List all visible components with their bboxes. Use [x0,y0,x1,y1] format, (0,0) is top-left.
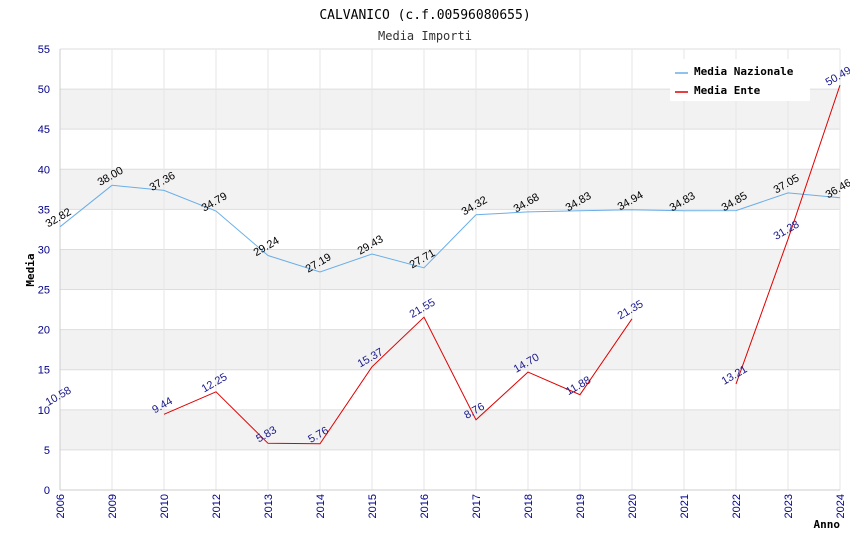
y-tick-label: 50 [38,84,50,96]
x-tick-label: 2015 [367,494,379,518]
x-tick-label: 2018 [523,494,535,518]
y-tick-label: 35 [38,204,50,216]
y-tick-label: 10 [38,405,50,417]
y-tick-label: 30 [38,244,50,256]
x-axis-label: Anno [814,518,841,531]
series-lines [59,85,841,445]
x-tick-label: 2021 [679,494,691,518]
x-tick-label: 2023 [783,494,795,518]
series-line-media-nazionale [59,184,841,273]
legend: Media Nazionale Media Ente [670,59,810,101]
chart-subtitle: Media Importi [378,29,472,43]
y-axis-label: Media [24,253,37,286]
x-tick-label: 2010 [159,494,171,518]
x-tick-label: 2022 [731,494,743,518]
x-tick-label: 2006 [55,494,67,518]
x-tick-label: 2013 [263,494,275,518]
y-tick-label: 45 [38,124,50,136]
y-axis-ticks: 0 5 10 15 20 25 30 35 40 45 50 55 [38,44,50,497]
x-tick-label: 2020 [627,494,639,518]
x-tick-label: 2016 [419,494,431,518]
y-tick-label: 20 [38,325,50,337]
series-line-media-ente [735,85,841,385]
grid-lines [59,48,841,491]
x-tick-label: 2017 [471,494,483,518]
y-tick-label: 0 [44,485,50,497]
chart-title: CALVANICO (c.f.00596080655) [319,8,530,23]
x-tick-label: 2014 [315,494,327,518]
series-line-media-ente [163,316,633,445]
grid-band [60,329,840,370]
x-tick-label: 2019 [575,494,587,518]
grid-band [60,249,840,290]
y-tick-label: 25 [38,285,50,297]
y-tick-label: 5 [44,445,50,457]
x-tick-label: 2024 [835,494,847,518]
y-tick-label: 55 [38,44,50,56]
x-tick-label: 2012 [211,494,223,518]
legend-box [670,59,810,101]
x-axis-ticks: 2006 2009 2010 2012 2013 2014 2015 2016 2017 2018… [55,494,847,518]
legend-label-media-ente: Media Ente [694,84,761,97]
grid-bands [60,49,840,490]
grid-band [60,409,840,450]
x-tick-label: 2009 [107,494,119,518]
y-tick-label: 40 [38,164,50,176]
y-tick-label: 15 [38,365,50,377]
legend-label-media-nazionale: Media Nazionale [694,65,794,78]
grid-band [60,169,840,210]
